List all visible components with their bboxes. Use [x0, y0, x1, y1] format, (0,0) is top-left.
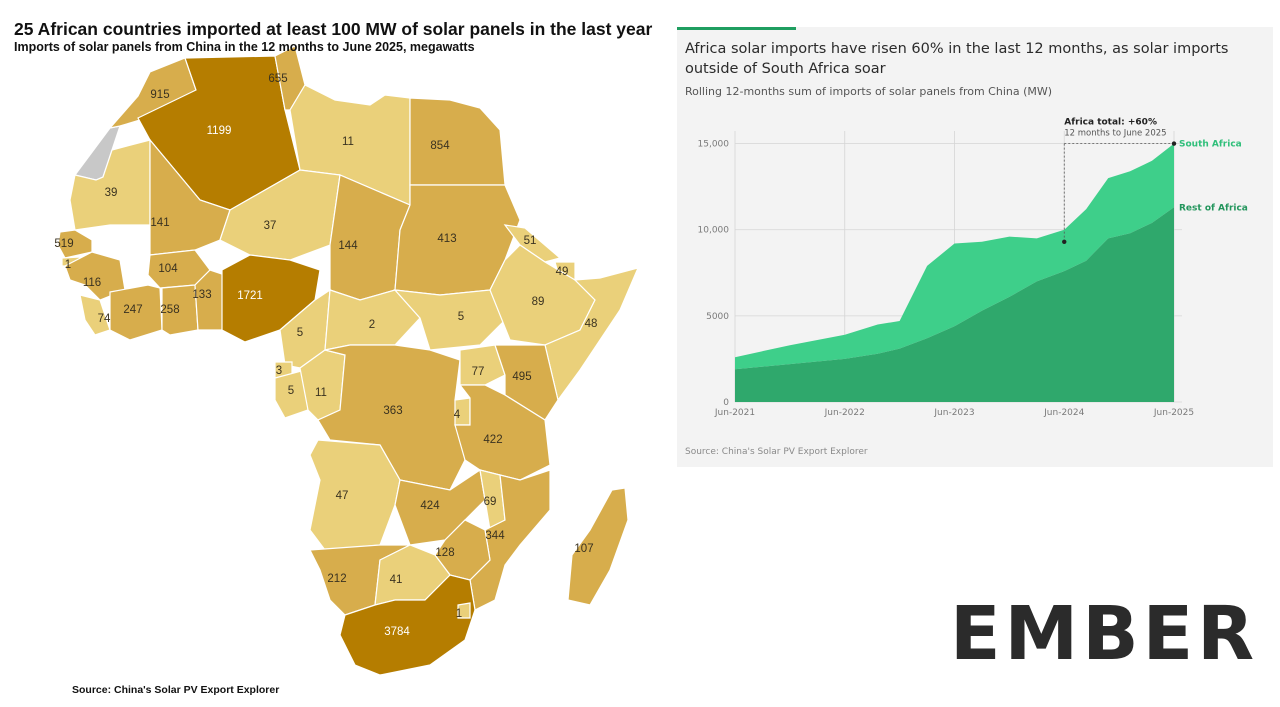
country-somalia: [544, 267, 640, 402]
map-label-madagascar: 107: [574, 543, 593, 555]
map-label-libya: 11: [342, 136, 354, 148]
map-label-tanzania: 422: [483, 434, 502, 446]
chart-card: Africa solar imports have risen 60% in t…: [677, 27, 1273, 467]
series-label-rest-of-africa: Rest of Africa: [1179, 203, 1248, 213]
map-label-algeria: 1199: [207, 125, 232, 137]
map-label-cameroon: 5: [297, 327, 303, 339]
chart-subtitle: Rolling 12-months sum of imports of sola…: [685, 85, 1053, 98]
map-label-southafrica: 3784: [384, 626, 410, 638]
x-tick-label: Jun-2022: [824, 408, 865, 418]
map-label-ghana: 258: [160, 304, 179, 316]
country-mali: [149, 138, 231, 256]
map-label-mali: 141: [150, 217, 169, 229]
map-title: 25 African countries imported at least 1…: [14, 19, 653, 39]
map-label-burkina: 104: [158, 263, 178, 275]
map-label-kenya: 495: [512, 371, 531, 383]
map-label-rwanda: 4: [454, 409, 461, 421]
africa-choropleth-map: 915 1199 655 11 854 39 141 37 144 413 51…: [54, 45, 640, 676]
x-tick-label: Jun-2021: [714, 408, 755, 418]
map-subtitle: Imports of solar panels from China in th…: [14, 40, 475, 54]
map-label-eqguinea: 3: [276, 365, 282, 377]
map-label-drc: 363: [383, 405, 402, 417]
map-label-eritrea: 51: [524, 235, 537, 247]
map-label-mauritania: 39: [105, 187, 118, 199]
map-label-gabon: 5: [288, 385, 294, 397]
chart-annotation: Africa total: +60% 12 months to June 202…: [1062, 118, 1177, 244]
ember-logo: EMBER: [950, 591, 1259, 677]
stacked-area-chart: 0 5000 10,000 15,000 Jun-2021 Jun-2022 Jun-202…: [698, 118, 1248, 418]
map-label-djibouti: 49: [556, 266, 569, 278]
map-label-niger: 37: [264, 220, 277, 232]
map-country-shapes: [57, 45, 640, 676]
annotation-start-point: [1062, 239, 1067, 244]
map-label-somalia: 48: [585, 318, 598, 330]
area-rest-of-africa: [735, 207, 1174, 402]
map-label-ethiopia: 89: [532, 296, 545, 308]
x-tick-label: Jun-2023: [933, 408, 974, 418]
map-label-guinea: 116: [83, 277, 101, 289]
country-gabon: [274, 369, 309, 419]
country-sierraleone: [79, 294, 111, 336]
country-madagascar: [567, 487, 629, 606]
map-label-sudan: 413: [437, 233, 456, 245]
map-label-car: 2: [369, 319, 375, 331]
map-label-uganda: 77: [472, 366, 485, 378]
card-accent-bar: [677, 27, 796, 30]
map-label-senegal: 519: [54, 238, 73, 250]
map-label-chad: 144: [338, 240, 358, 252]
map-label-tunisia: 655: [268, 73, 287, 85]
map-value-labels: 915 1199 655 11 854 39 141 37 144 413 51…: [54, 73, 597, 638]
map-label-zambia: 424: [420, 500, 440, 512]
chart-source: Source: China's Solar PV Export Explorer: [685, 447, 868, 457]
country-ghana: [161, 284, 199, 336]
map-label-mozambique: 344: [485, 530, 505, 542]
y-tick-label: 5000: [706, 312, 729, 322]
annotation-end-point: [1171, 141, 1177, 146]
country-southsudan: [393, 289, 506, 351]
y-tick-label: 10,000: [698, 226, 730, 236]
map-label-zimbabwe: 128: [435, 547, 454, 559]
annotation-subtitle: 12 months to June 2025: [1064, 129, 1166, 139]
map-label-botswana: 41: [390, 574, 403, 586]
map-label-ivorycoast: 247: [123, 304, 142, 316]
map-source: Source: China's Solar PV Export Explorer: [72, 684, 280, 696]
map-label-malawi: 69: [484, 496, 497, 508]
map-label-egypt: 854: [430, 140, 450, 152]
map-label-togobenin: 133: [192, 289, 211, 301]
y-tick-label: 0: [723, 398, 729, 408]
map-label-southsudan: 5: [458, 311, 464, 323]
map-label-nigeria: 1721: [237, 290, 263, 302]
country-eswatini: [457, 602, 471, 619]
country-egypt: [409, 97, 506, 186]
country-niger: [219, 169, 341, 261]
x-tick-label: Jun-2024: [1043, 408, 1084, 418]
x-tick-label: Jun-2025: [1153, 408, 1194, 418]
map-label-eswatini: 1: [456, 608, 462, 620]
area-south-africa: [735, 143, 1174, 370]
chart-axis-ticks: 0 5000 10,000 15,000 Jun-2021 Jun-2022 Jun-202…: [698, 140, 1195, 418]
country-uganda: [459, 344, 506, 386]
country-eritrea: [503, 224, 562, 263]
map-label-sierraleone: 74: [98, 313, 111, 325]
y-tick-label: 15,000: [698, 140, 730, 150]
series-label-south-africa: South Africa: [1179, 140, 1242, 150]
map-label-angola: 47: [336, 490, 349, 502]
country-angola: [309, 439, 401, 551]
chart-title: Africa solar imports have risen 60% in t…: [685, 41, 1229, 77]
map-label-gambia: 1: [65, 259, 71, 271]
annotation-title: Africa total: +60%: [1064, 118, 1157, 128]
map-label-congo: 11: [315, 387, 327, 399]
country-southafrica: [339, 574, 476, 676]
map-label-morocco: 915: [150, 89, 169, 101]
map-label-namibia: 212: [327, 573, 346, 585]
